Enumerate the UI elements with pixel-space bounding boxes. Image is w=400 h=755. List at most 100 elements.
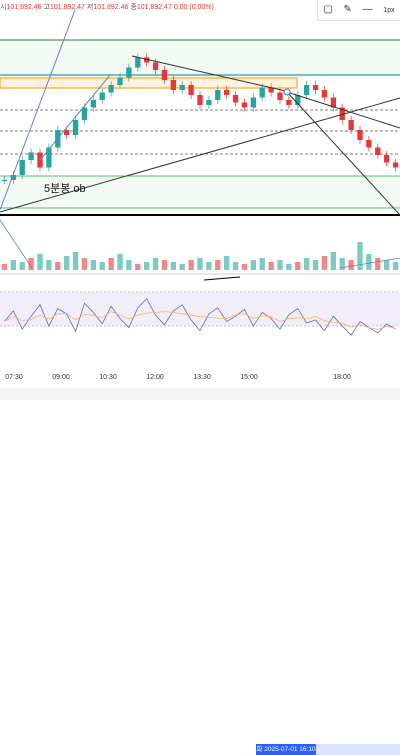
- candle-body: [215, 90, 221, 100]
- low-value: 101,892.46: [93, 4, 129, 11]
- volume-bar: [10, 260, 16, 270]
- candle-body: [19, 160, 25, 175]
- volume-bar: [28, 258, 34, 270]
- stroke-dash-button[interactable]: —: [362, 4, 373, 15]
- volume-bar: [224, 256, 230, 270]
- trendline-anchor-handle[interactable]: [283, 88, 291, 96]
- volume-bar: [268, 262, 274, 270]
- trendline-descending-long[interactable]: [286, 91, 400, 216]
- close-label: 종: [130, 4, 137, 11]
- candle-body: [392, 162, 399, 168]
- square-icon[interactable]: ▢: [323, 4, 333, 15]
- volume-bar: [126, 260, 132, 270]
- time-tick: 09:00: [52, 374, 70, 381]
- candle-body: [135, 57, 141, 68]
- chart-svg[interactable]: [0, 0, 400, 400]
- time-tick: 13:30: [193, 374, 211, 381]
- candle-body: [179, 85, 185, 90]
- volume-bar: [366, 254, 372, 270]
- volume-bar: [384, 260, 390, 270]
- candle-body: [330, 97, 336, 108]
- ob-annotation[interactable]: 5분봉 ob: [44, 183, 86, 195]
- candle-body: [277, 92, 283, 100]
- volume-bar: [99, 262, 105, 270]
- volume-group: [1, 242, 399, 270]
- volume-bar: [392, 262, 399, 270]
- volume-bar: [286, 264, 292, 270]
- change-value: 0.00 (0.00%): [173, 4, 214, 11]
- candle-body: [259, 87, 265, 98]
- drawing-toolbar[interactable]: ▢ ✎ — 1px: [317, 0, 400, 21]
- candle-body: [188, 85, 194, 95]
- volume-bar: [277, 260, 283, 270]
- candle-body: [197, 95, 203, 105]
- volume-bar: [152, 258, 159, 270]
- volume-bar: [339, 258, 345, 270]
- volume-bar: [90, 260, 96, 270]
- volume-bar: [348, 260, 354, 270]
- volume-bar: [170, 262, 176, 270]
- zone-orange-box: [0, 77, 298, 89]
- candle-body: [99, 92, 105, 100]
- volume-bar: [37, 254, 43, 270]
- volume-bar: [206, 262, 212, 270]
- volume-bar: [161, 260, 168, 270]
- candle-body: [295, 95, 301, 105]
- candle-body: [117, 77, 123, 85]
- volume-bar: [81, 258, 88, 270]
- blue-volume-line: [0, 219, 33, 269]
- candle-body: [304, 85, 310, 95]
- volume-bar: [295, 262, 301, 270]
- candle-body: [232, 95, 239, 103]
- candle-body: [250, 97, 256, 108]
- volume-bar: [250, 260, 256, 270]
- volume-bar: [197, 258, 203, 270]
- rsi-signal-line: [4, 310, 396, 330]
- candle-body: [206, 100, 212, 105]
- open-label: 시: [0, 4, 7, 11]
- candle-body: [348, 120, 354, 130]
- bottom-scroll-bar[interactable]: [0, 388, 400, 400]
- volume-bar: [241, 264, 248, 270]
- trendline-blue-short[interactable]: [39, 74, 111, 161]
- time-axis[interactable]: 07:30 09:00 10:30 12:00 13:30 15:00 18:0…: [0, 372, 400, 755]
- volume-bar: [108, 258, 114, 270]
- crosshair-date-label: 화 2025-07-01 16:10: [256, 744, 316, 755]
- candle-body: [357, 130, 363, 140]
- candle-body: [126, 67, 132, 78]
- candle-body: [268, 87, 274, 93]
- rsi-divergence-line[interactable]: [203, 276, 241, 281]
- candle-body: [161, 70, 168, 80]
- candle-body: [46, 147, 52, 168]
- candle-body: [90, 100, 96, 108]
- candle-body: [224, 90, 230, 95]
- time-tick: 12:00: [146, 374, 164, 381]
- time-tick: 15:00: [240, 374, 258, 381]
- trendline-ascending[interactable]: [0, 97, 400, 213]
- trendline-channel-upper[interactable]: [286, 91, 400, 129]
- volume-bar: [188, 260, 194, 270]
- volume-bar: [312, 260, 319, 270]
- candle-body: [152, 62, 159, 70]
- volume-bar: [179, 264, 185, 270]
- rsi-group: [4, 298, 396, 336]
- candle-body: [1, 180, 8, 181]
- candle-body: [241, 102, 248, 108]
- volume-bar: [330, 252, 336, 270]
- volume-bar: [375, 258, 381, 270]
- volume-bar: [64, 256, 70, 270]
- time-tick: 10:30: [99, 374, 117, 381]
- candle-body: [312, 85, 319, 90]
- time-tick: 18:00: [333, 374, 351, 381]
- zone-green-lower: [0, 176, 400, 208]
- volume-bar: [232, 262, 239, 270]
- stroke-width-select[interactable]: 1px: [383, 6, 395, 14]
- candle-body: [72, 120, 79, 135]
- trendline-descending[interactable]: [131, 55, 291, 93]
- high-label: 고: [43, 4, 50, 11]
- pencil-icon[interactable]: ✎: [343, 4, 352, 15]
- ohlc-legend: 시101,892.46 고101,892.47 저101,892.46 종101…: [0, 2, 214, 12]
- trendline-blue-steep[interactable]: [0, 9, 76, 211]
- volume-bar: [259, 258, 265, 270]
